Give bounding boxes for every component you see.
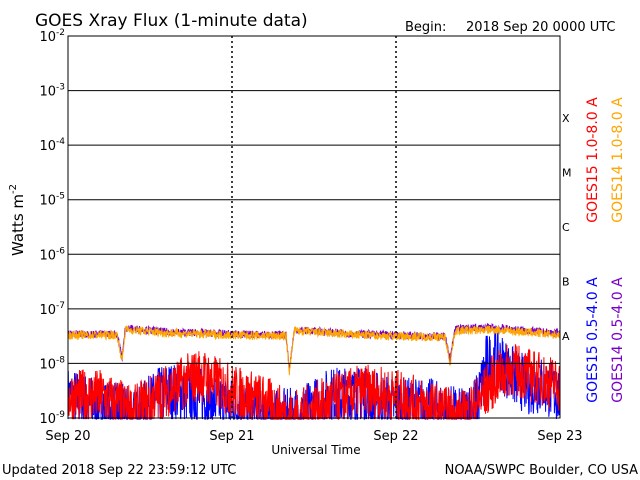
chart-title: GOES Xray Flux (1-minute data)	[35, 11, 308, 31]
x-axis-label: Universal Time	[271, 443, 360, 457]
begin-label: Begin:	[405, 20, 446, 35]
legend-entry-1: GOES15 1.0-8.0 A	[585, 97, 601, 223]
updated-timestamp: Updated 2018 Sep 22 23:59:12 UTC	[2, 463, 236, 478]
x-tick-label-4: Sep 23	[537, 429, 582, 444]
y-axis-label-text: Watts m-2	[8, 184, 27, 256]
plot-frame	[67, 35, 561, 419]
flare-class-label-c: C	[562, 221, 570, 234]
y-axis-label-main: Watts m	[9, 194, 27, 256]
credit-text: NOAA/SWPC Boulder, CO USA	[445, 463, 638, 478]
y-tick-label-6: 10-7	[39, 301, 65, 318]
flare-class-label-m: M	[562, 166, 572, 179]
y-tick-exponent: -9	[56, 410, 65, 420]
y-tick-base: 10	[39, 303, 56, 318]
x-tick-label-1: Sep 20	[45, 429, 90, 444]
legend-layer: GOES15 1.0-8.0 A GOES14 1.0-8.0 A GOES15 0…	[585, 97, 626, 403]
y-tick-exponent: -2	[56, 28, 65, 38]
y-tick-label-2: 10-3	[39, 83, 65, 100]
series-line-2	[67, 343, 561, 420]
legend-entry-2: GOES14 1.0-8.0 A	[610, 97, 626, 223]
y-tick-base: 10	[39, 139, 56, 154]
y-axis-label: Watts m-2	[8, 184, 27, 256]
series-layer	[67, 322, 561, 421]
flare-class-label-a: A	[562, 330, 570, 343]
flare-class-label-b: B	[562, 276, 570, 289]
x-tick-label-3: Sep 22	[373, 429, 418, 444]
y-tick-label-3: 10-4	[39, 137, 65, 154]
y-tick-base: 10	[39, 412, 56, 427]
y-tick-exponent: -6	[56, 246, 65, 256]
y-tick-exponent: -4	[56, 137, 65, 147]
y-tick-label-4: 10-5	[39, 192, 65, 209]
flare-class-label-x: X	[562, 112, 570, 125]
y-tick-label-7: 10-8	[39, 355, 65, 372]
y-tick-base: 10	[39, 357, 56, 372]
y-tick-base: 10	[39, 30, 56, 45]
y-tick-exponent: -7	[56, 301, 65, 311]
begin-value: 2018 Sep 20 0000 UTC	[466, 20, 616, 35]
y-tick-exponent: -3	[56, 83, 65, 93]
y-tick-exponent: -5	[56, 192, 65, 202]
y-tick-label-8: 10-9	[39, 410, 65, 427]
y-tick-exponent: -8	[56, 355, 65, 365]
y-axis-label-sup: -2	[8, 184, 19, 194]
legend-entry-3: GOES15 0.5-4.0 A	[585, 277, 601, 403]
series-line-4	[67, 324, 561, 376]
y-tick-label-1: 10-2	[39, 28, 65, 45]
legend-entry-4: GOES14 0.5-4.0 A	[610, 277, 626, 403]
x-tick-label-2: Sep 21	[209, 429, 254, 444]
y-tick-base: 10	[39, 248, 56, 263]
grid-layer	[67, 35, 561, 419]
y-tick-base: 10	[39, 85, 56, 100]
y-tick-base: 10	[39, 194, 56, 209]
y-tick-label-5: 10-6	[39, 246, 65, 263]
